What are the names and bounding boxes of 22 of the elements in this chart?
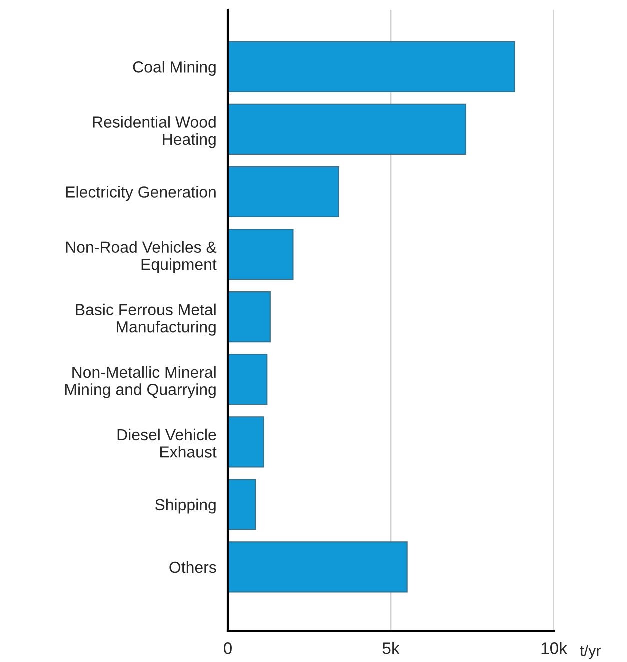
y-tick-label: Others	[170, 561, 216, 574]
bar	[228, 354, 268, 406]
x-tick-label: 0	[224, 642, 232, 654]
bar	[228, 416, 264, 468]
y-tick-label: Residential Wood Heating	[93, 116, 216, 148]
bar	[228, 166, 340, 218]
y-tick-label: Shipping	[155, 498, 216, 514]
bar	[228, 104, 467, 156]
y-tick-label: Non-Metallic Mineral Mining and Quarrying	[66, 366, 216, 398]
y-tick-label: Non-Road Vehicles & Equipment	[66, 241, 217, 274]
x-axis-title: t/yr	[580, 644, 602, 660]
x-tick-label: 10k	[542, 642, 568, 654]
bar	[228, 542, 408, 593]
y-tick-label: Diesel Vehicle Exhaust	[118, 428, 217, 458]
x-tick-label: 5k	[382, 642, 400, 654]
y-tick-label: Electricity Generation	[66, 186, 216, 202]
bar	[228, 228, 294, 280]
y-tick-label: Basic Ferrous Metal Manufacturing	[76, 304, 216, 336]
bar	[228, 291, 271, 343]
y-tick-label: Coal Mining	[133, 61, 216, 76]
bar	[228, 41, 516, 92]
bar	[228, 479, 256, 530]
